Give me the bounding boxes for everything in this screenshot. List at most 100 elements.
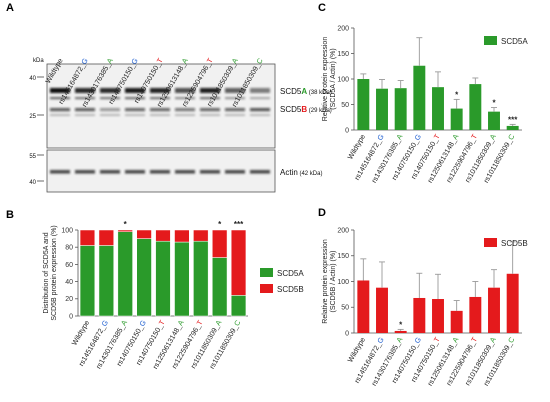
scd5a-minor-band (50, 97, 70, 100)
scd5a-minor-band (100, 97, 120, 100)
category-allele: A (450, 335, 460, 344)
bar-scd5a (488, 111, 500, 130)
bar-scd5a (394, 88, 407, 130)
legend-label-scd5a: SCD5A (501, 37, 528, 46)
category-allele: T (432, 132, 442, 141)
legend-label-scd5b: SCD5B (501, 239, 528, 248)
bar-scd5a (450, 108, 463, 130)
scd5b-band (100, 108, 120, 112)
actin-band (75, 170, 95, 174)
bar-scd5b (212, 229, 228, 258)
category-allele: T (205, 56, 215, 65)
category-allele: A (230, 56, 240, 65)
scd5b-minor-band (75, 114, 95, 116)
y-tick-label: 150 (337, 253, 349, 260)
legend-swatch-scd5b (484, 238, 497, 247)
scd5b-band (75, 108, 95, 112)
scd5b-band (125, 108, 145, 112)
y-tick-label: 0 (345, 330, 349, 337)
scd5b-minor-band (50, 114, 70, 116)
y-tick-label: 100 (337, 76, 349, 83)
category-allele: G (137, 318, 148, 328)
scd5b-minor-band (100, 114, 120, 116)
scd5a-band (75, 88, 95, 93)
bar-scd5b (193, 229, 209, 242)
scd5b-minor-band (250, 114, 270, 116)
bar-scd5a (136, 238, 152, 317)
bar-scd5a (376, 88, 388, 130)
scd5b-minor-band (200, 114, 220, 116)
actin-band (150, 170, 170, 174)
category-allele: C (232, 319, 242, 328)
bar-scd5b (136, 229, 152, 239)
category-allele: A (394, 132, 404, 141)
category-allele: G (79, 56, 90, 66)
scd5a-band (100, 88, 120, 93)
y-tick-label: 20 (65, 296, 73, 303)
y-tick-label: 80 (65, 245, 73, 252)
actin-band (125, 170, 145, 174)
category-allele: C (506, 133, 516, 142)
y-axis-title-line: SCD5B protein expression (%) (51, 225, 58, 320)
scd5b-minor-band (150, 114, 170, 116)
panel-letter: C (318, 2, 326, 14)
scd5a-minor-band (75, 97, 95, 100)
category-allele: T (469, 335, 479, 344)
scd5a-band (150, 88, 170, 93)
scd5b-minor-band (175, 114, 195, 116)
scd5b-band (175, 108, 195, 112)
bar-scd5b (450, 310, 463, 333)
bar-scd5b (230, 229, 247, 296)
category-allele: T (469, 132, 479, 141)
y-axis-title-line: Relative protein expression (322, 239, 329, 324)
panel-letter: B (6, 209, 14, 221)
bar-scd5a (413, 65, 426, 130)
bar-scd5a (212, 257, 228, 317)
scd5a-band (125, 88, 145, 93)
y-tick-label: 0 (345, 127, 349, 134)
bar-scd5a (469, 84, 482, 130)
y-axis-title: Relative protein expression(SCD5A / Acti… (322, 37, 337, 122)
y-tick-label: 200 (337, 25, 349, 32)
legend-swatch-scd5a (484, 36, 497, 45)
bar-scd5b (488, 287, 500, 333)
category-allele: T (155, 56, 165, 65)
significance-marker: *** (234, 220, 244, 229)
scd5a-band (175, 88, 195, 93)
y-axis-title: Distribution of SCD5A andSCD5B protein e… (43, 225, 58, 320)
category-allele: A (175, 318, 185, 327)
actin-band (100, 170, 120, 174)
scd5b-band (200, 108, 220, 112)
blot-bands (50, 88, 270, 174)
bar-scd5b (155, 229, 171, 242)
legend-label-scd5a: SCD5A (277, 269, 304, 278)
scd5a-band (50, 88, 70, 93)
bar-scd5a (174, 241, 190, 317)
scd5a-minor-band (150, 97, 170, 100)
category-allele: G (375, 132, 386, 142)
actin-band (50, 170, 70, 174)
marker-55-bottom: 55 (29, 154, 36, 160)
significance-marker: * (124, 220, 128, 229)
category-allele: C (506, 336, 516, 345)
y-tick-label: 50 (341, 102, 349, 109)
bar-scd5a (432, 87, 444, 130)
blot-top-membrane (46, 63, 276, 149)
significance-marker: * (455, 90, 459, 99)
scd5b-band (150, 108, 170, 112)
legend-swatch-scd5a (260, 268, 273, 277)
bar-scd5a (117, 231, 133, 317)
actin-band (225, 170, 245, 174)
category-allele: G (375, 335, 386, 345)
category-allele: A (105, 56, 115, 65)
category-allele: G (412, 335, 423, 345)
y-tick-label: 100 (61, 227, 73, 234)
category-allele: C (254, 57, 264, 66)
bar-scd5a (230, 295, 247, 317)
bar-scd5b (79, 229, 96, 246)
bar-scd5b (394, 330, 407, 333)
